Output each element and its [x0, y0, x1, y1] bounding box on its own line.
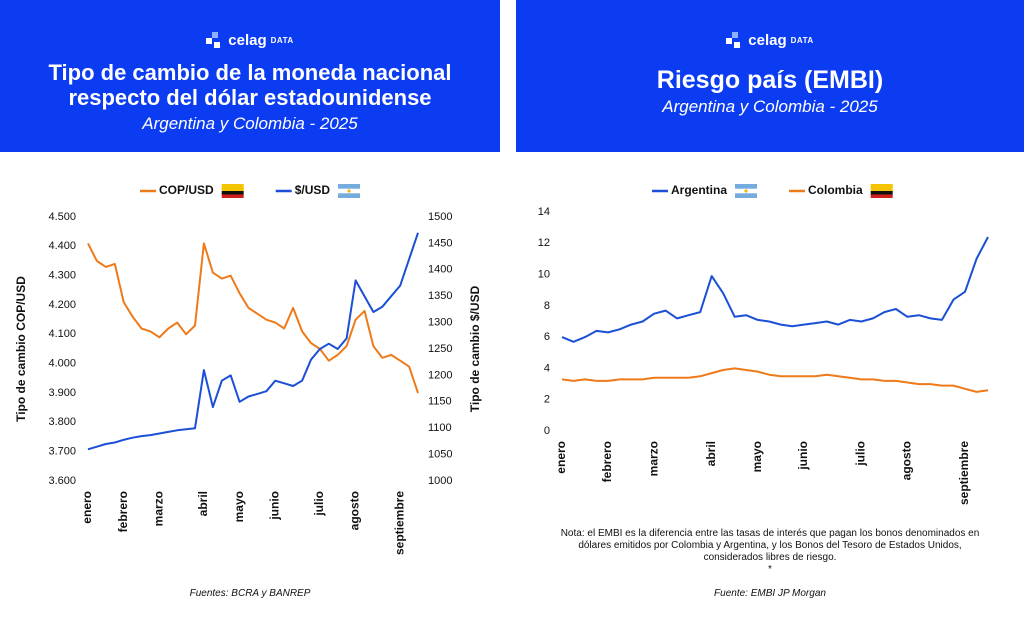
title-line: respecto del dólar estadounidense	[68, 85, 432, 110]
y-tick-label: 4.400	[48, 240, 76, 252]
flag	[870, 184, 893, 198]
flag	[735, 184, 758, 198]
y-tick-label: 4.500	[48, 211, 76, 223]
series-line	[561, 367, 989, 393]
x-tick-label: enero	[554, 441, 568, 474]
y-tick-label: 12	[538, 237, 550, 249]
y-tick-label: 4.300	[48, 270, 76, 282]
flag-stripe	[870, 191, 893, 195]
y-tick-label: 2	[544, 394, 550, 406]
header: celag DATA Riesgo país (EMBI) Argentina …	[516, 0, 1024, 152]
series-line	[561, 236, 989, 343]
flag-sun	[744, 189, 748, 193]
y-tick-label: 1300	[428, 317, 452, 329]
title: Riesgo país (EMBI)	[516, 68, 1024, 93]
source: Fuente: EMBI JP Morgan	[714, 588, 826, 599]
x-tick-label: junio	[267, 491, 281, 521]
y-tick-label: 14	[538, 206, 550, 218]
x-tick-label: junio	[796, 441, 810, 471]
flag-sun	[347, 189, 351, 193]
x-tick-label: mayo	[232, 491, 246, 522]
y-tick-label: 3.600	[48, 475, 76, 487]
y-tick-label: 1400	[428, 264, 452, 276]
x-tick-label: febrero	[116, 491, 130, 532]
legend-label: COP/USD	[159, 183, 214, 197]
y-tick-label: 1250	[428, 343, 452, 355]
subtitle: Argentina y Colombia - 2025	[142, 114, 358, 133]
y-tick-label: 1100	[428, 422, 452, 434]
flag	[338, 184, 361, 198]
x-tick-label: abril	[196, 491, 210, 516]
title: Tipo de cambio de la moneda nacional resp…	[0, 60, 500, 110]
y-tick-label: 1350	[428, 290, 452, 302]
y-tick-label: 1500	[428, 211, 452, 223]
x-tick-label: marzo	[152, 491, 166, 526]
y-tick-label: 1050	[428, 449, 452, 461]
title-line: Tipo de cambio de la moneda nacional	[48, 60, 452, 85]
y-tick-label: 4.000	[48, 358, 76, 370]
x-tick-label: septiembre	[392, 491, 406, 555]
note-text: Nota: el EMBI es la diferencia entre las…	[560, 528, 980, 563]
y-axis-title: Tipo de cambio COP/USD	[14, 276, 28, 422]
y-tick-label: 1150	[428, 396, 452, 408]
logo-icon	[206, 32, 221, 48]
x-tick-label: julio	[854, 441, 868, 467]
series-line	[87, 232, 419, 451]
flag-stripe	[221, 191, 244, 195]
logo: celag DATA	[0, 30, 500, 50]
x-tick-label: mayo	[750, 441, 764, 472]
flag-stripe	[870, 194, 893, 198]
y-tick-label: 3.800	[48, 416, 76, 428]
legend-label: Argentina	[671, 183, 727, 197]
x-tick-label: julio	[312, 491, 326, 517]
logo: celag DATA	[516, 30, 1024, 50]
y-tick-label: 10	[538, 268, 550, 280]
y-tick-label: 4.100	[48, 328, 76, 340]
source: Fuentes: BCRA y BANREP	[189, 588, 311, 599]
x-tick-label: marzo	[646, 441, 660, 476]
x-tick-label: agosto	[900, 441, 914, 480]
flag	[221, 184, 244, 198]
y-tick-label: 1000	[428, 475, 452, 487]
note-mark: *	[768, 564, 772, 575]
flag-stripe	[221, 194, 244, 198]
y-tick-label: 1200	[428, 369, 452, 381]
y-tick-label: 4	[544, 362, 550, 374]
y-tick-label: 0	[544, 425, 550, 437]
title-line: Riesgo país (EMBI)	[656, 66, 884, 94]
legend-label: Colombia	[808, 183, 863, 197]
y2-axis-title: Tipo de cambio $/USD	[468, 285, 482, 412]
x-tick-label: abril	[704, 441, 718, 466]
x-tick-label: agosto	[348, 491, 362, 530]
y-tick-label: 3.900	[48, 387, 76, 399]
x-tick-label: enero	[80, 491, 94, 524]
logo-icon	[726, 32, 741, 48]
x-tick-label: febrero	[600, 441, 614, 482]
brand: celag	[748, 31, 787, 49]
y-tick-label: 3.700	[48, 446, 76, 458]
series-line	[87, 242, 419, 394]
flag-stripe	[221, 184, 244, 191]
y-tick-label: 1450	[428, 237, 452, 249]
brand-sub: DATA	[790, 35, 814, 45]
flag-stripe	[870, 184, 893, 191]
header: celag DATA Tipo de cambio de la moneda n…	[0, 0, 500, 152]
legend-label: $/USD	[295, 183, 331, 197]
subtitle: Argentina y Colombia - 2025	[662, 97, 878, 116]
x-tick-label: septiembre	[957, 441, 971, 505]
y-tick-label: 6	[544, 331, 550, 343]
y-tick-label: 4.200	[48, 299, 76, 311]
brand-sub: DATA	[270, 35, 294, 45]
brand: celag	[228, 31, 267, 49]
y-tick-label: 8	[544, 300, 550, 312]
note: Nota: el EMBI es la diferencia entre las…	[560, 528, 980, 576]
